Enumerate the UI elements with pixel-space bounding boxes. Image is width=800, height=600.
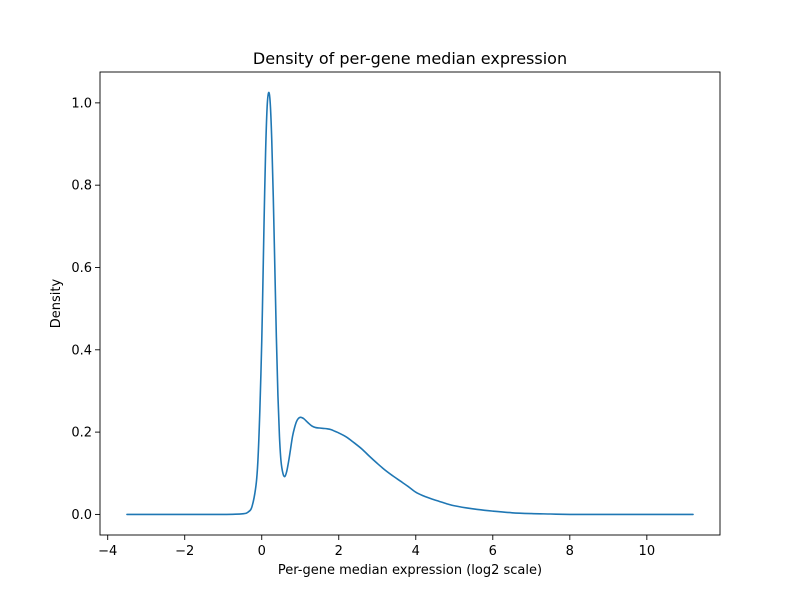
chart-title: Density of per-gene median expression xyxy=(253,49,567,68)
y-tick-label: 1.0 xyxy=(71,96,92,111)
y-axis-label: Density xyxy=(49,278,64,328)
y-tick-label: 0.6 xyxy=(71,261,92,276)
y-tick-label: 0.0 xyxy=(71,508,92,523)
plot-area xyxy=(100,72,720,535)
x-tick-label: 4 xyxy=(412,544,420,559)
y-axis: 0.0 0.2 0.4 0.6 0.8 1.0 xyxy=(71,96,100,523)
plot-frame xyxy=(99,71,721,536)
x-axis: −4 −2 0 2 4 6 8 10 xyxy=(98,535,655,559)
y-tick-label: 0.4 xyxy=(71,343,92,358)
x-tick-label: −4 xyxy=(98,544,117,559)
y-tick-label: 0.8 xyxy=(71,179,92,194)
x-tick-label: −2 xyxy=(175,544,194,559)
density-curve xyxy=(126,91,694,516)
x-tick-label: 0 xyxy=(258,544,266,559)
x-tick-label: 2 xyxy=(335,544,343,559)
x-axis-label: Per-gene median expression (log2 scale) xyxy=(278,563,542,578)
x-tick-label: 8 xyxy=(566,544,574,559)
y-tick-label: 0.2 xyxy=(71,426,92,441)
x-tick-label: 6 xyxy=(489,544,497,559)
x-tick-label: 10 xyxy=(639,544,656,559)
